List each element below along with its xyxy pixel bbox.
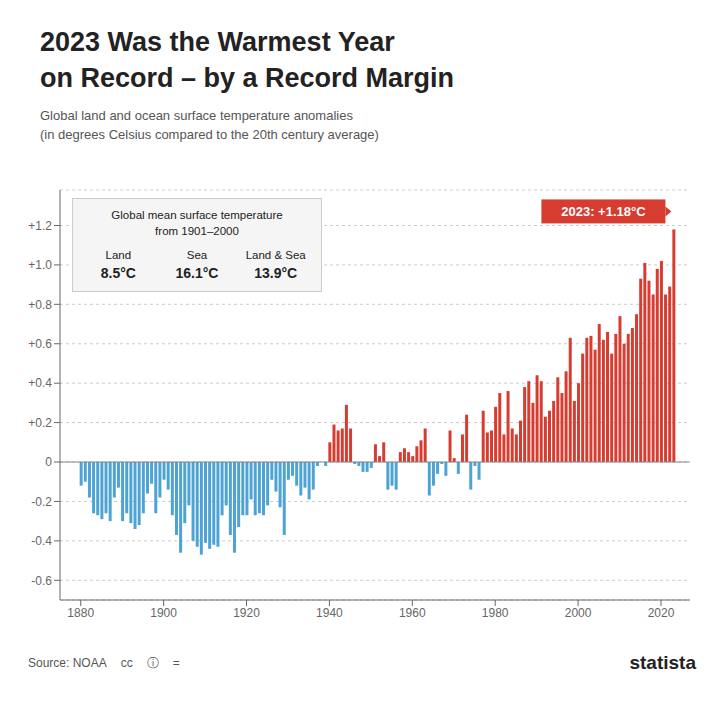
svg-text:+1.0: +1.0 — [28, 258, 52, 272]
svg-text:+0.4: +0.4 — [28, 376, 52, 390]
svg-text:+1.2: +1.2 — [28, 219, 52, 233]
svg-text:1920: 1920 — [233, 606, 260, 620]
svg-text:2000: 2000 — [565, 606, 592, 620]
html-text:Sea: Sea — [186, 249, 208, 261]
html-text:8.5°C: 8.5°C — [100, 265, 136, 281]
html-text:Source: NOAA: Source: NOAA — [28, 656, 107, 670]
html-text:from 1901–2000: from 1901–2000 — [155, 225, 239, 237]
svg-text:-0.4: -0.4 — [31, 534, 52, 548]
html-text:(in degrees Celsius compared t: (in degrees Celsius compared to the 20th… — [40, 127, 379, 142]
svg-text:-0.2: -0.2 — [31, 495, 52, 509]
svg-text:+0.6: +0.6 — [28, 337, 52, 351]
svg-text:0: 0 — [45, 455, 52, 469]
svg-text:+0.2: +0.2 — [28, 416, 52, 430]
svg-text:2023: +1.18°C: 2023: +1.18°C — [561, 204, 646, 219]
html-text:Land: Land — [105, 249, 132, 261]
html-text:13.9°C: 13.9°C — [254, 265, 298, 281]
html-text:cc: cc — [120, 656, 133, 670]
svg-text:1960: 1960 — [399, 606, 426, 620]
svg-text:+0.8: +0.8 — [28, 298, 52, 312]
html-text:statista: statista — [629, 652, 696, 673]
html-text:Global mean surface temperatur: Global mean surface temperature — [111, 209, 283, 221]
svg-text:1880: 1880 — [67, 606, 94, 620]
html-text:16.1°C: 16.1°C — [175, 265, 219, 281]
svg-text:1980: 1980 — [482, 606, 509, 620]
svg-text:-0.6: -0.6 — [31, 574, 52, 588]
svg-text:2020: 2020 — [648, 606, 675, 620]
html-text:2023 Was the Warmest Year: 2023 Was the Warmest Year — [40, 27, 395, 57]
html-text:on Record – by a Record Margin: on Record – by a Record Margin — [40, 63, 455, 93]
svg-text:1900: 1900 — [150, 606, 177, 620]
svg-text:1940: 1940 — [316, 606, 343, 620]
html-text:Global land and ocean surface: Global land and ocean surface temperatur… — [40, 108, 353, 123]
html-text:Land & Sea: Land & Sea — [245, 249, 306, 261]
